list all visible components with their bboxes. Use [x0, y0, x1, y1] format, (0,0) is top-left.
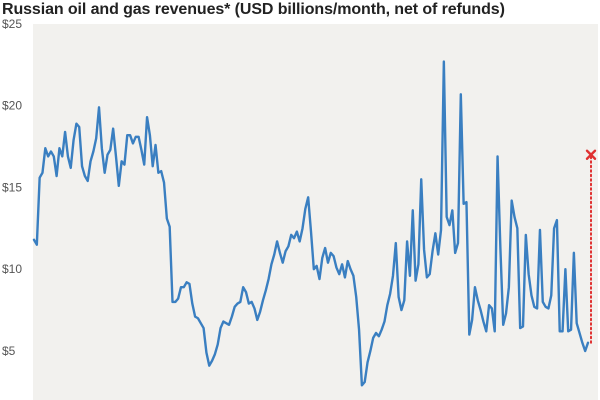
projection-cross-marker [585, 149, 597, 160]
y-tick-label: $25 [2, 17, 22, 31]
y-tick-label: $10 [2, 262, 22, 276]
plot-background [33, 24, 598, 400]
y-axis-ticks: $5 $10 $15 $20 $25 [2, 17, 22, 358]
y-tick-label: $15 [2, 180, 22, 194]
y-tick-label: $20 [2, 99, 22, 113]
chart-title: Russian oil and gas revenues* (USD billi… [2, 1, 505, 18]
series-line-revenue [32, 60, 590, 387]
y-tick-label: $5 [2, 344, 16, 358]
projection-cross-stroke [585, 149, 597, 160]
